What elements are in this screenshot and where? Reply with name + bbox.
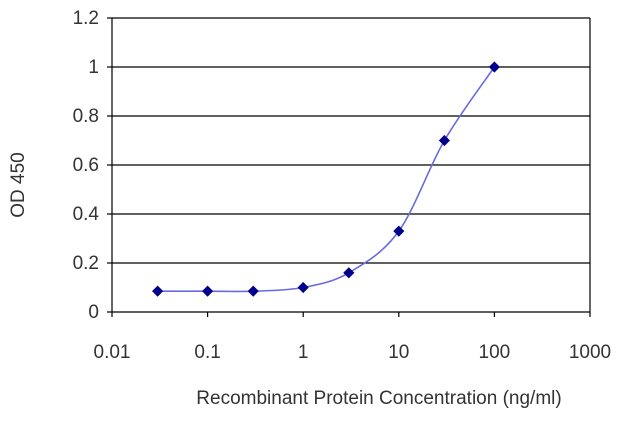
data-point-marker (343, 267, 355, 279)
x-axis-title: Recombinant Protein Concentration (ng/ml… (196, 388, 561, 409)
y-tick-label: 0.2 (73, 253, 99, 274)
tick-label-layer: 0 0.2 0.4 0.6 0.8 1 1.2 0.01 0.1 1 10 100 1000 (73, 8, 612, 363)
data-point-marker (297, 281, 309, 294)
y-tick-label: 1.2 (73, 8, 99, 29)
y-tick-label: 0.8 (73, 106, 99, 127)
series-line (157, 66, 496, 293)
x-tick-label: 10 (388, 342, 409, 363)
data-point-marker (247, 285, 259, 297)
y-tick-label: 0 (88, 302, 99, 323)
x-tick-label: 1 (298, 342, 309, 363)
x-tick-label: 1000 (569, 342, 611, 363)
y-tick-label: 0.6 (73, 155, 99, 176)
grid-layer (112, 17, 590, 264)
series-layer (152, 61, 500, 297)
y-tick-label: 0.4 (73, 204, 100, 225)
x-tick-label: 0.01 (94, 342, 131, 363)
data-point-marker (393, 225, 405, 237)
axis-layer (107, 17, 591, 317)
y-tick-label: 1 (88, 57, 99, 78)
data-point-marker (438, 134, 450, 147)
x-tick-label: 100 (479, 342, 511, 363)
data-point-marker (152, 285, 164, 297)
y-axis-title: OD 450 (8, 152, 29, 217)
data-point-marker (202, 285, 214, 297)
data-point-marker (488, 61, 500, 73)
x-tick-label: 0.1 (194, 342, 220, 363)
